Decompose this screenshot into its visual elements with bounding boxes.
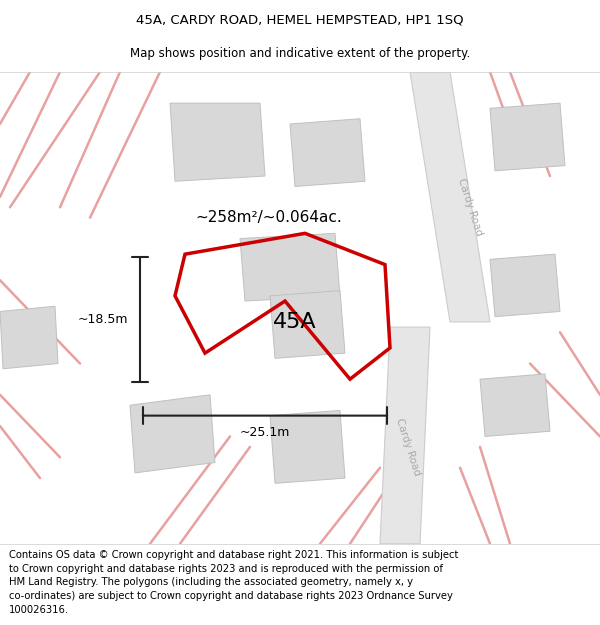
Polygon shape xyxy=(410,72,490,322)
Text: ~25.1m: ~25.1m xyxy=(240,426,290,439)
Text: ~258m²/~0.064ac.: ~258m²/~0.064ac. xyxy=(195,210,342,225)
Text: Contains OS data © Crown copyright and database right 2021. This information is : Contains OS data © Crown copyright and d… xyxy=(9,550,458,614)
Polygon shape xyxy=(170,103,265,181)
Polygon shape xyxy=(240,233,340,301)
Polygon shape xyxy=(490,103,565,171)
Polygon shape xyxy=(490,254,560,317)
Polygon shape xyxy=(480,374,550,436)
Polygon shape xyxy=(270,291,345,358)
Polygon shape xyxy=(130,395,215,473)
Text: 45A, CARDY ROAD, HEMEL HEMPSTEAD, HP1 1SQ: 45A, CARDY ROAD, HEMEL HEMPSTEAD, HP1 1S… xyxy=(136,14,464,27)
Polygon shape xyxy=(0,306,58,369)
Polygon shape xyxy=(270,411,345,483)
Polygon shape xyxy=(380,327,430,544)
Text: Map shows position and indicative extent of the property.: Map shows position and indicative extent… xyxy=(130,48,470,61)
Text: 45A: 45A xyxy=(273,312,317,332)
Text: Cardy Road: Cardy Road xyxy=(394,417,422,477)
Polygon shape xyxy=(290,119,365,186)
Text: ~18.5m: ~18.5m xyxy=(77,312,128,326)
Text: Cardy Road: Cardy Road xyxy=(456,177,484,238)
